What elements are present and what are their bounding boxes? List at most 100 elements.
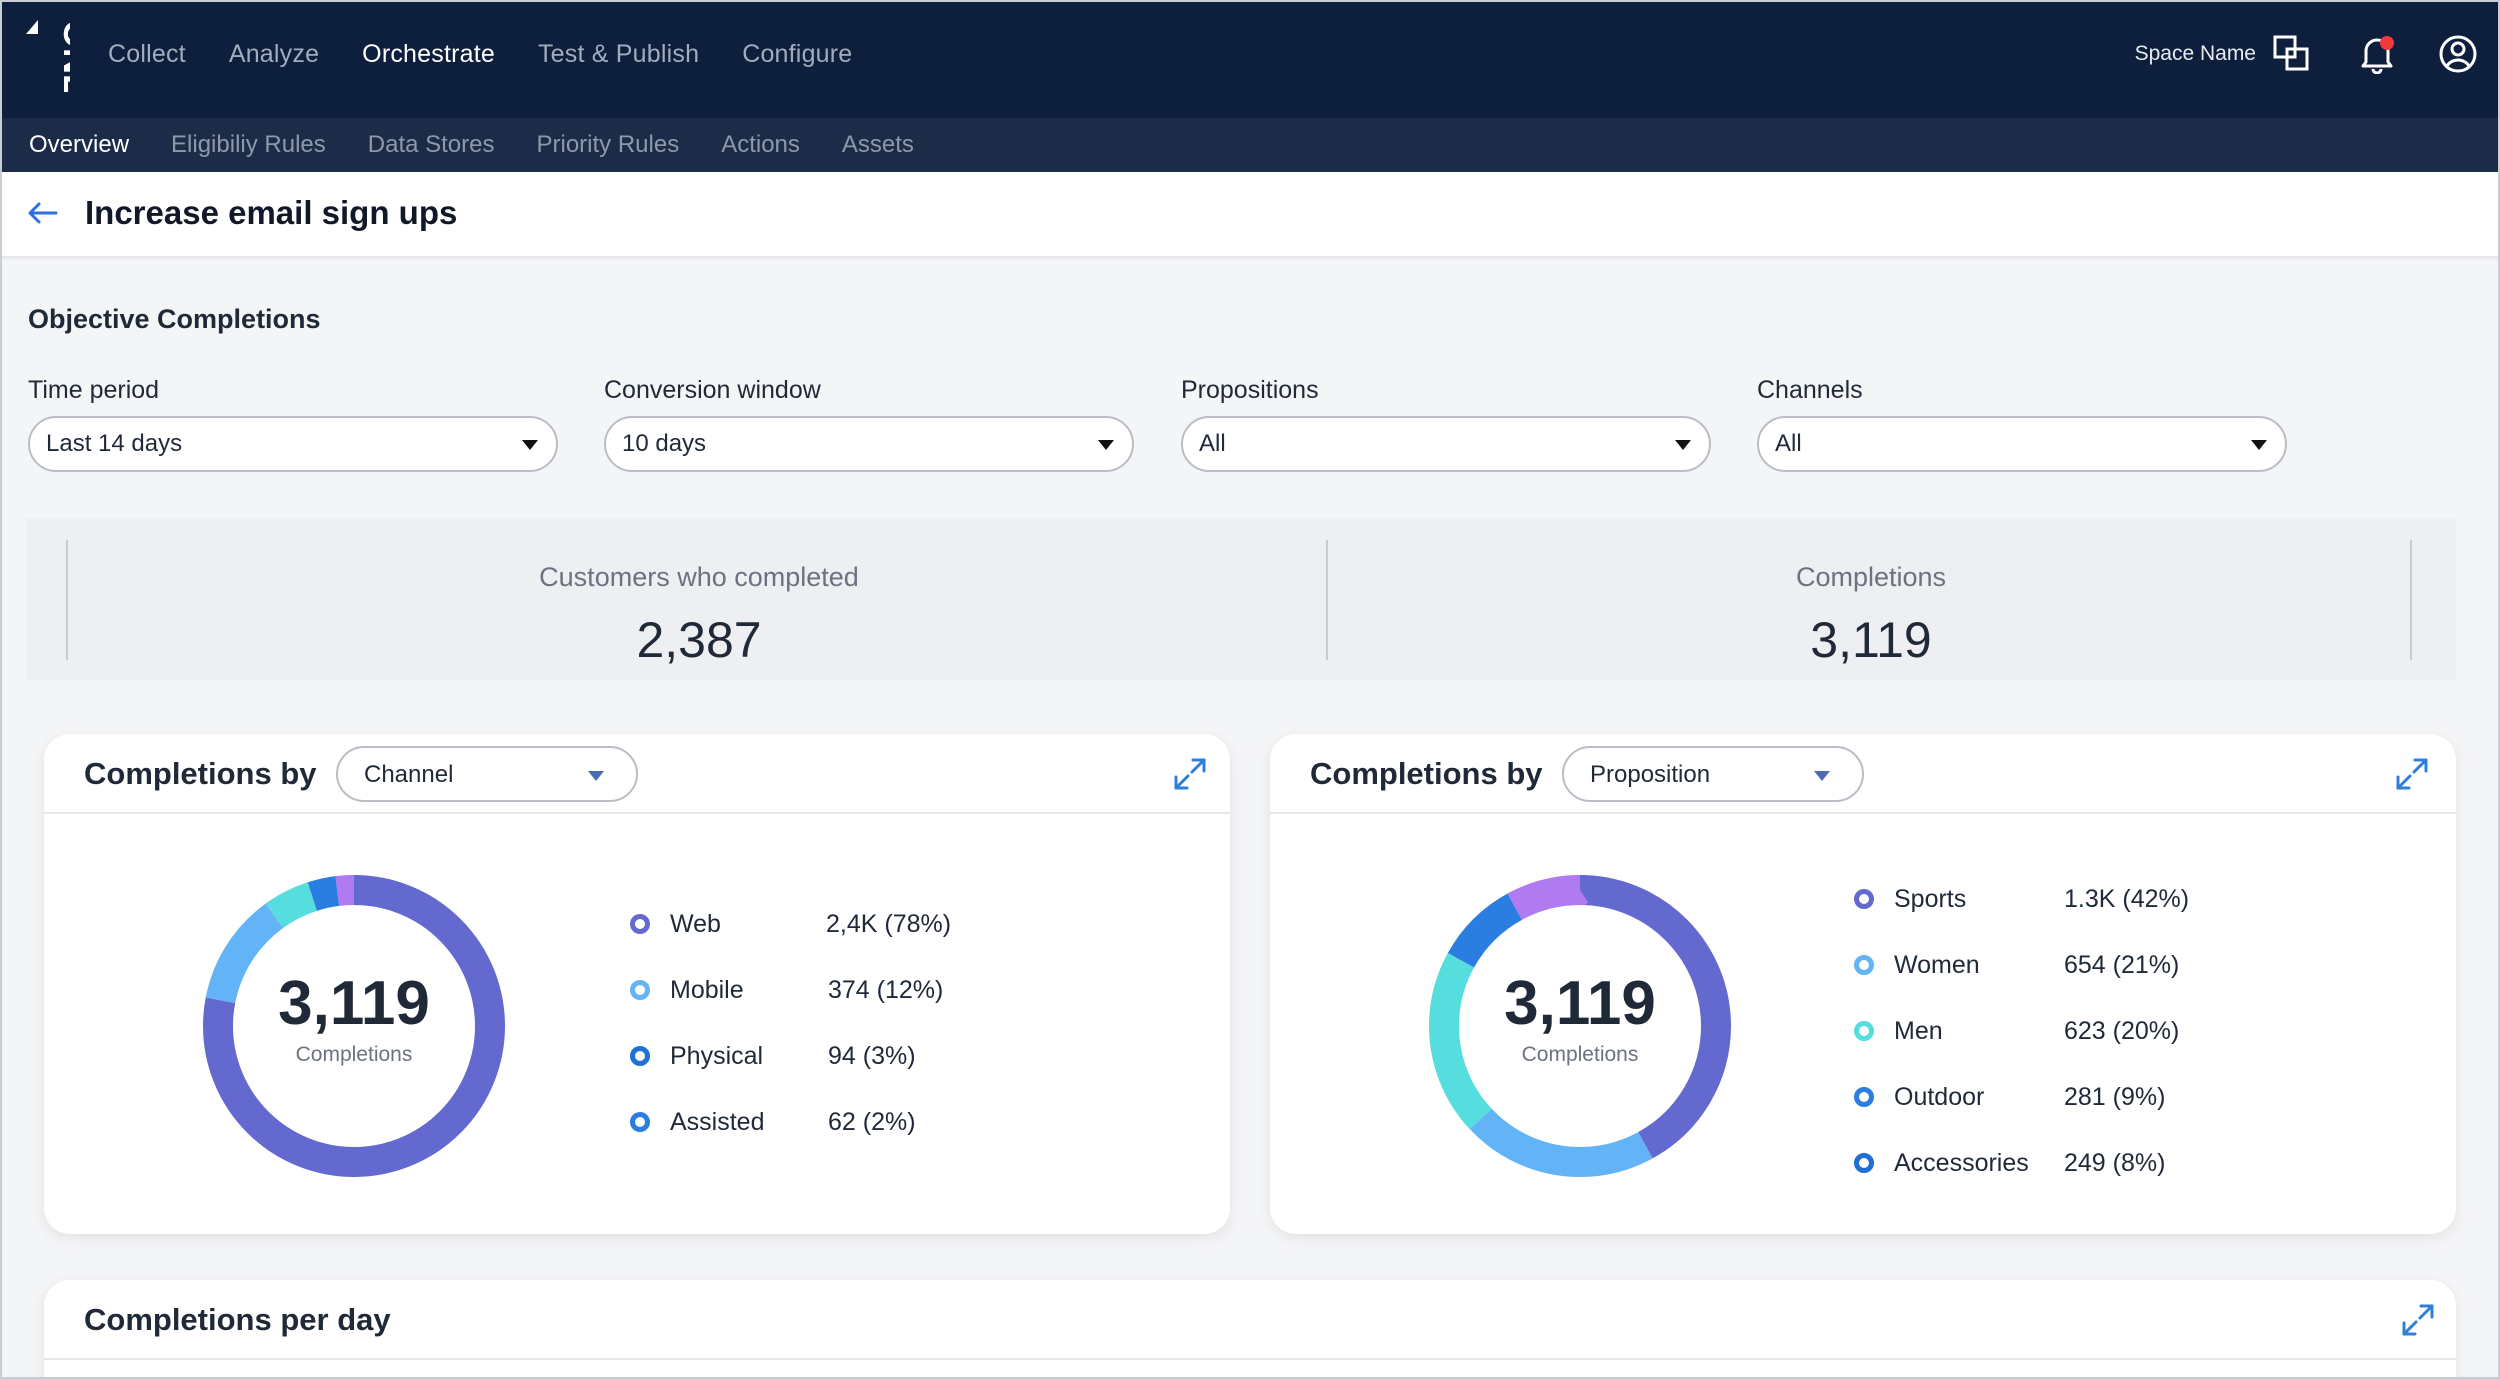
donut-center: 3,119 Completions [194,866,514,1186]
legend-value: 281 (9%) [2064,1083,2166,1111]
proposition-breakdown-select[interactable]: Proposition [1562,746,1864,802]
legend-name: Outdoor [1894,1083,1985,1111]
expand-icon[interactable] [2394,756,2430,792]
propositions-filter: Propositions All [1181,376,1711,472]
propositions-label: Propositions [1181,376,1319,404]
channel-breakdown-value: Channel [364,761,454,788]
channels-filter: Channels All [1757,376,2287,472]
caret-down-icon [588,771,604,781]
nav-collect[interactable]: Collect [108,39,186,68]
card-header: Completions per day [44,1280,2456,1360]
conversion-window-filter: Conversion window 10 days [604,376,1134,472]
completions-by-channel-card: Completions by Channel 3,119 Completions… [44,734,1230,1234]
notifications-bell-icon[interactable] [2358,34,2396,74]
proposition-breakdown-value: Proposition [1590,761,1711,788]
caret-down-icon [2251,440,2267,450]
kpi-customers-value: 2,387 [636,612,762,668]
back-arrow-icon[interactable] [26,198,60,228]
kpi-panel: Customers who completed 2,387 Completion… [26,518,2456,680]
channels-select[interactable]: All [1757,416,2287,472]
channel-donut-svg [203,875,505,1177]
time-period-filter: Time period Last 14 days [28,376,558,472]
legend-item-accessories[interactable]: Accessories 249 (8%) [1854,1143,2274,1183]
propositions-value: All [1199,430,1226,457]
donut-segment [1429,875,1731,1177]
legend-name: Mobile [670,976,744,1004]
legend-item-outdoor[interactable]: Outdoor 281 (9%) [1854,1077,2274,1117]
legend-item-women[interactable]: Women 654 (21%) [1854,945,2274,985]
top-bar: ONE Collect Analyze Orchestrate Test & P… [0,0,2500,118]
kpi-divider [1326,540,1328,660]
legend-value: 94 (3%) [828,1042,916,1070]
subnav-data-stores[interactable]: Data Stores [367,131,495,158]
time-period-label: Time period [28,376,160,404]
legend-dot [630,1112,650,1132]
legend-item-sports[interactable]: Sports 1.3K (42%) [1854,879,2274,919]
user-account-icon[interactable] [2438,34,2478,74]
caret-down-icon [1098,440,1114,450]
nav-analyze[interactable]: Analyze [228,39,320,68]
caret-down-icon [1675,440,1691,450]
legend-dot [1854,889,1874,909]
subnav-actions[interactable]: Actions [721,131,800,158]
top-right-controls: Space Name [2135,0,2478,108]
legend-item-mobile[interactable]: Mobile 374 (12%) [630,970,1050,1010]
caret-down-icon [1814,771,1830,781]
legend-item-web[interactable]: Web 2,4K (78%) [630,904,1050,944]
expand-icon[interactable] [1172,756,1208,792]
subnav-assets[interactable]: Assets [841,131,914,158]
legend-dot [1854,1021,1874,1041]
legend-value: 249 (8%) [2064,1149,2166,1177]
kpi-divider [66,540,68,660]
section-title: Objective Completions [28,304,321,334]
card-title: Completions by [1310,756,1543,791]
channel-donut-chart: 3,119 Completions [194,866,514,1186]
switch-space-icon[interactable] [2272,34,2312,74]
time-period-value: Last 14 days [46,430,183,457]
legend-name: Web [670,910,721,938]
subnav-priority-rules[interactable]: Priority Rules [536,131,680,158]
legend-name: Women [1894,951,1980,979]
page-title: Increase email sign ups [85,194,458,231]
subnav-overview[interactable]: Overview [29,131,130,158]
kpi-completions: Completions 3,119 [1521,540,2221,669]
donut-segment [1429,875,1731,1177]
legend-name: Accessories [1894,1149,2029,1177]
conversion-window-value: 10 days [622,430,707,457]
nav-test-publish[interactable]: Test & Publish [537,39,700,68]
legend-value: 623 (20%) [2064,1017,2180,1045]
legend-dot [630,980,650,1000]
donut-center: 3,119 Completions [1420,866,1740,1186]
legend-dot [630,914,650,934]
legend-value: 374 (12%) [828,976,944,1004]
nav-orchestrate[interactable]: Orchestrate [362,39,495,68]
subnav-eligibility-rules[interactable]: Eligibiliy Rules [171,131,326,158]
legend-dot [1854,1087,1874,1107]
legend-name: Men [1894,1017,1943,1045]
legend-name: Sports [1894,885,1967,913]
donut-center-label: Completions [1521,1043,1639,1066]
card-title: Completions per day [84,1302,391,1337]
channel-breakdown-select[interactable]: Channel [336,746,638,802]
one-logo[interactable]: ONE [24,16,97,98]
conversion-window-select[interactable]: 10 days [604,416,1134,472]
legend-item-physical[interactable]: Physical 94 (3%) [630,1036,1050,1076]
sub-nav: Overview Eligibiliy Rules Data Stores Pr… [29,118,956,172]
nav-configure[interactable]: Configure [742,39,853,68]
kpi-completions-value: 3,119 [1810,612,1932,668]
legend-value: 62 (2%) [828,1108,916,1136]
time-period-select[interactable]: Last 14 days [28,416,558,472]
donut-center-value: 3,119 [278,969,430,1038]
legend-name: Physical [670,1042,764,1070]
legend-item-assisted[interactable]: Assisted 62 (2%) [630,1102,1050,1142]
space-name[interactable]: Space Name [2134,42,2256,65]
card-header: Completions by Proposition [1270,734,2456,814]
conversion-window-label: Conversion window [604,376,821,404]
legend-dot [1854,1153,1874,1173]
expand-icon[interactable] [2400,1302,2436,1338]
completions-by-proposition-card: Completions by Proposition 3,119 Complet… [1270,734,2456,1234]
propositions-select[interactable]: All [1181,416,1711,472]
legend-value: 2,4K (78%) [826,910,952,938]
legend-item-men[interactable]: Men 623 (20%) [1854,1011,2274,1051]
completions-per-day-card: Completions per day [44,1280,2456,1379]
